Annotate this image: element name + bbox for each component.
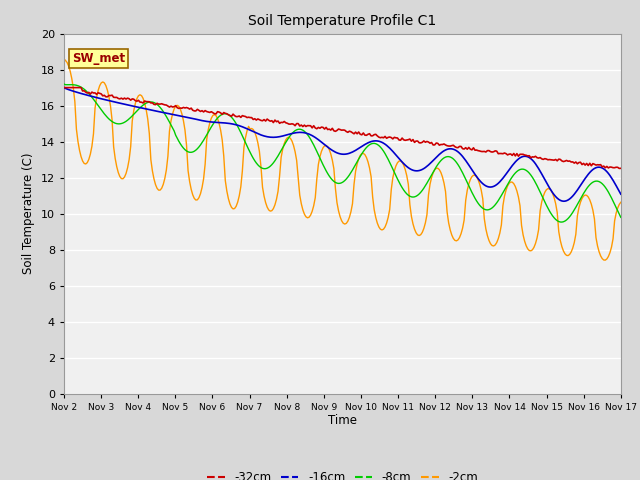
Text: SW_met: SW_met <box>72 52 125 65</box>
X-axis label: Time: Time <box>328 414 357 427</box>
Y-axis label: Soil Temperature (C): Soil Temperature (C) <box>22 153 35 275</box>
Title: Soil Temperature Profile C1: Soil Temperature Profile C1 <box>248 14 436 28</box>
Legend: -32cm, -16cm, -8cm, -2cm: -32cm, -16cm, -8cm, -2cm <box>202 466 483 480</box>
